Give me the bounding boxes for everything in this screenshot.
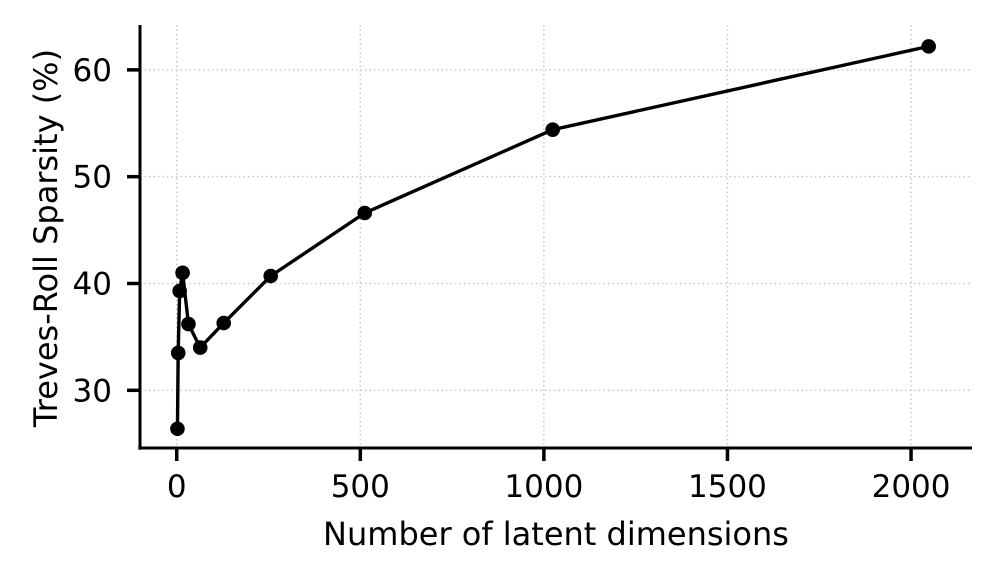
data-point: [192, 340, 208, 355]
x-tick-label: 500: [331, 469, 390, 505]
x-tick-label: 1000: [504, 469, 583, 505]
data-point: [170, 345, 186, 361]
data-point: [175, 265, 190, 281]
x-tick-label: 1500: [688, 469, 767, 505]
data-point: [216, 315, 232, 331]
x-tick-label: 2000: [872, 469, 951, 505]
y-tick-label: 30: [73, 373, 112, 409]
y-tick-label: 60: [73, 53, 112, 89]
y-axis-label: Treves-Roll Sparsity (%): [27, 49, 65, 428]
x-axis-label: Number of latent dimensions: [323, 515, 789, 553]
y-tick-label: 50: [73, 160, 112, 196]
data-point: [357, 205, 373, 221]
data-point: [181, 316, 196, 332]
data-point: [545, 122, 560, 137]
data-point: [263, 268, 279, 284]
data-line: [175, 44, 931, 431]
y-tick-label: 40: [73, 267, 112, 303]
data-point: [172, 283, 187, 299]
data-point: [921, 39, 936, 54]
data-point: [170, 421, 185, 437]
series-layer: [170, 39, 936, 437]
x-tick-label: 0: [167, 469, 187, 505]
grid-layer: [140, 25, 972, 448]
axis-layer: 0 500 1000 1500 2000 30 40 50 60: [73, 25, 972, 505]
